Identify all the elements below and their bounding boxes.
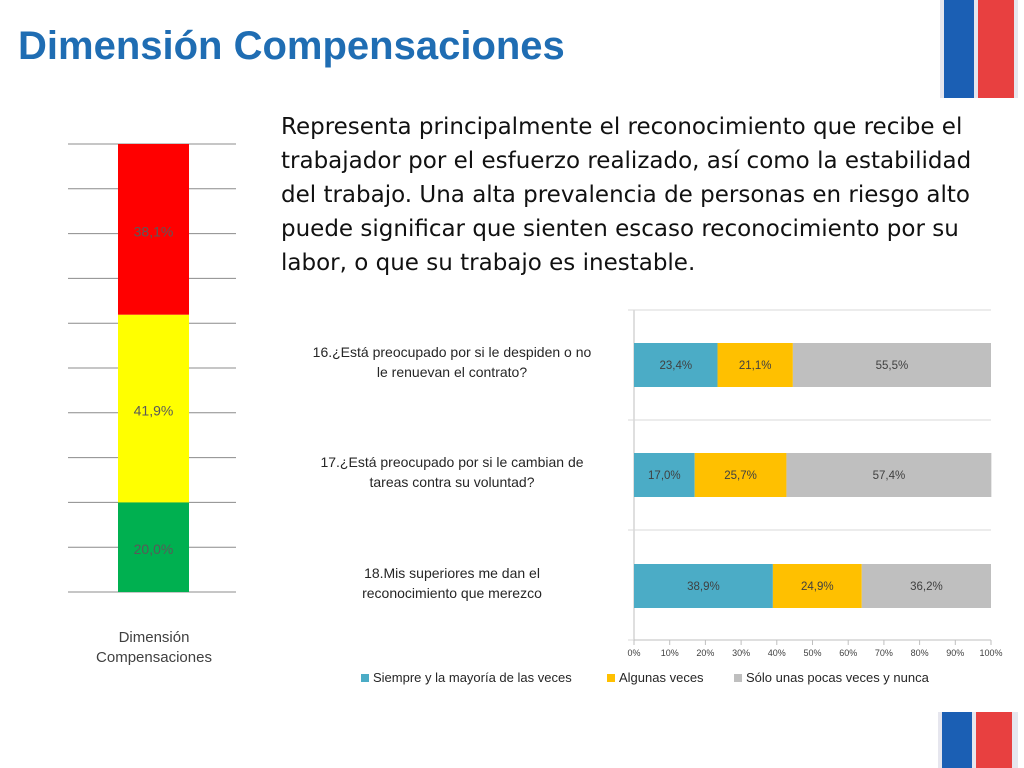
logo-flag-bottom [938,712,1018,768]
chart-questions: 23,4% 21,1% 55,5% 16.¿Está preocupado por s… [313,309,1003,685]
bar-segment [861,564,991,608]
tick-label: 100% [979,648,1002,658]
category-label: Dimensión [119,629,190,646]
tick-label: 80% [911,648,929,658]
data-label: 38,9% [687,581,720,593]
category-label: Compensaciones [96,649,212,666]
category-label: le renuevan el contrato? [377,364,527,380]
legend-label: Algunas veces [619,670,704,685]
category-label: 17.¿Está preocupado por si le cambian de [320,454,583,470]
data-label: 55,5% [876,360,909,372]
data-label: 25,7% [724,470,757,482]
bar-segment [772,564,862,608]
legend-swatch [361,674,369,682]
data-label: 36,2% [910,581,943,593]
data-label: 20,0% [134,541,174,557]
tick-label: 30% [732,648,750,658]
legend-label: Sólo unas pocas veces y nunca [746,670,930,685]
category-label: 18.Mis superiores me dan el [364,565,540,581]
bar-segment [694,453,787,497]
bar-segment [118,314,189,503]
data-label: 41,9% [134,403,174,419]
category-label: 16.¿Está preocupado por si le despiden o… [313,344,592,360]
data-label: 21,1% [739,360,772,372]
tick-label: 50% [803,648,821,658]
data-label: 38,1% [134,223,174,239]
description-text: Representa principalmente el reconocimie… [281,114,972,276]
data-label: 57,4% [873,470,906,482]
tick-label: 60% [839,648,857,658]
bar-segment [634,453,695,497]
bar-segment [634,564,773,608]
legend-swatch [607,674,615,682]
bar-segment [118,502,189,592]
legend-label: Siempre y la mayoría de las veces [373,670,572,685]
tick-label: 90% [946,648,964,658]
chart-compensaciones-total: 20,0% 41,9% 38,1% Dimensión Compensaciones [68,143,236,666]
logo-flag-top [940,0,1018,98]
data-label: 23,4% [659,360,692,372]
data-label: 24,9% [801,581,834,593]
tick-label: 40% [768,648,786,658]
legend-swatch [734,674,742,682]
bar-segment [786,453,992,497]
tick-label: 0% [627,648,640,658]
bar-segment [634,343,718,387]
tick-label: 10% [661,648,679,658]
bar-segment [118,144,189,315]
category-label: tareas contra su voluntad? [370,474,535,490]
bar-segment [792,343,991,387]
tick-label: 70% [875,648,893,658]
data-label: 17,0% [648,470,681,482]
bar-segment [717,343,793,387]
page-title: Dimensión Compensaciones [18,24,565,68]
tick-label: 20% [696,648,714,658]
category-label: reconocimiento que merezco [362,585,542,601]
